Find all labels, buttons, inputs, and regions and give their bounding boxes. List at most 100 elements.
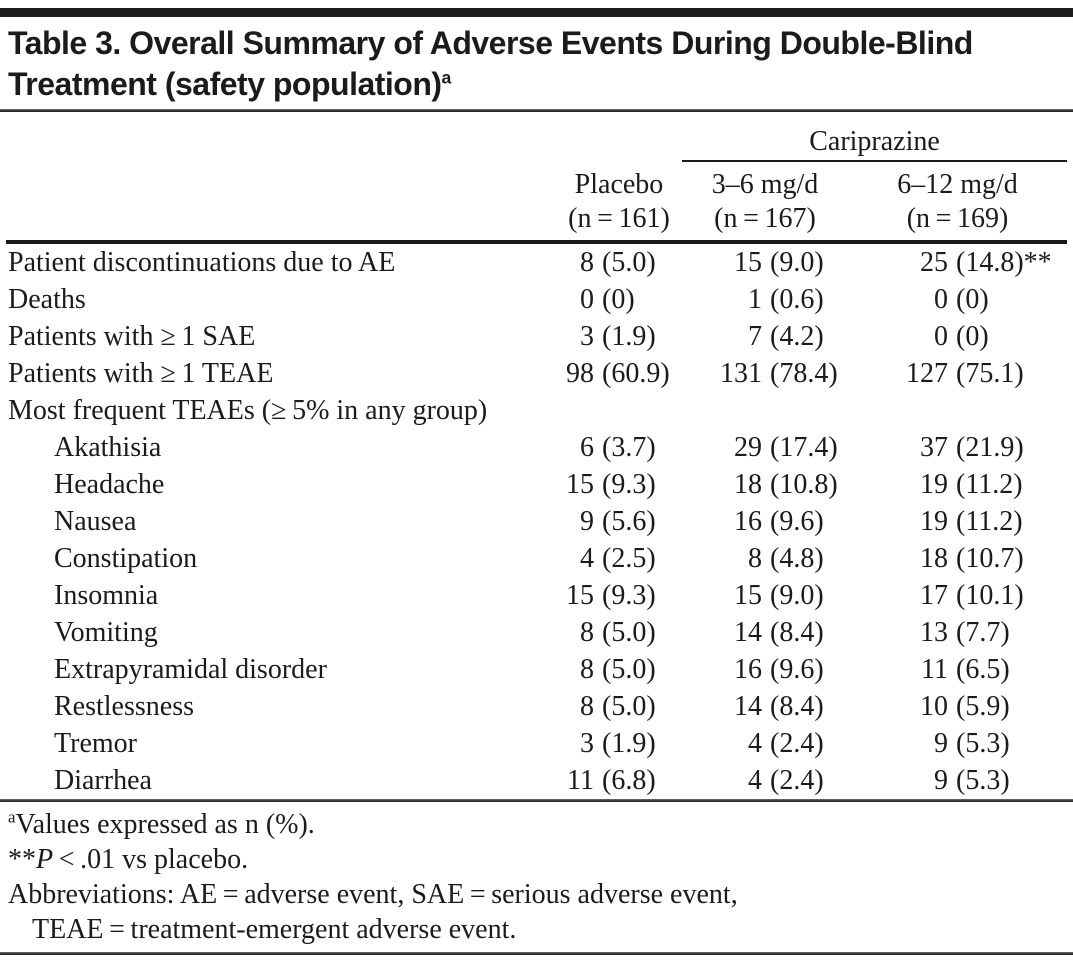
value-count: 4 [748,728,762,759]
value-count: 8 [580,617,594,648]
table-row: Patient discontinuations due to AE 8 (5.0)… [6,242,1067,281]
value-percent: (2.4) [770,765,824,796]
row-label: Patients with ≥ 1 TEAE [8,358,274,389]
value-percent: (2.4) [770,728,824,759]
table-row: Extrapyramidal disorder 8 (5.0) 16 (9.6) 11 (6… [6,651,1067,688]
value-count: 0 [934,321,948,352]
value-percent: (8.4) [770,617,824,648]
value-percent: (4.2) [770,321,824,352]
value-count: 8 [580,247,594,278]
table-row: Vomiting 8 (5.0) 14 (8.4) 13 (7.7) [6,614,1067,651]
value-percent: (10.8) [770,469,838,500]
value-percent: (2.5) [602,543,656,574]
value-count: 25 [920,247,948,278]
value-percent: (9.6) [770,506,824,537]
value-percent: (75.1) [956,358,1024,389]
row-label: Akathisia [54,432,162,463]
row-label: Headache [54,469,165,500]
table-row: Restlessness 8 (5.0) 14 (8.4) 10 (5.9) [6,688,1067,725]
value-percent: (0) [602,284,635,315]
row-label: Constipation [54,543,198,574]
row-label: Extrapyramidal disorder [54,654,327,685]
row-label: Patients with ≥ 1 SAE [8,321,256,352]
value-count: 1 [748,284,762,315]
value-percent: (5.3) [956,728,1010,759]
value-count: 11 [921,654,948,685]
value-percent: (5.0) [602,654,656,685]
column-header-cariprazine-3-6: 3–6 mg/d (n = 167) [682,161,848,244]
value-count: 6 [580,432,594,463]
value-percent: (5.0) [602,617,656,648]
value-count: 4 [580,543,594,574]
table-title-line2: Treatment (safety population)a [8,66,451,102]
section-row: Most frequent TEAEs (≥ 5% in any group) [6,392,1067,429]
table-row: Akathisia 6 (3.7) 29 (17.4) 37 (21.9) [6,429,1067,466]
value-count: 18 [920,543,948,574]
table-row: Patients with ≥ 1 SAE 3 (1.9) 7 (4.2) 0 (0) [6,318,1067,355]
column-header-row: Placebo (n = 161) 3–6 mg/d (n = 167) 6–1… [6,161,1068,244]
value-count: 29 [734,432,762,463]
row-label: Vomiting [54,617,158,648]
adverse-events-table: Cariprazine Placebo (n = 161) 3–6 mg/d (… [6,112,1068,799]
value-percent: (9.3) [602,469,656,500]
value-percent: (9.0) [770,580,824,611]
value-count: 16 [734,506,762,537]
row-label: Deaths [8,284,86,315]
footnotes: aValues expressed as n (%). **P < .01 vs… [8,807,1067,947]
footnote-pvalue: **P < .01 vs placebo. [8,844,249,875]
value-percent: (6.5) [956,654,1010,685]
value-percent: (5.9) [956,691,1010,722]
table-row: Nausea 9 (5.6) 16 (9.6) 19 (11.2) [6,503,1067,540]
table-row: Tremor 3 (1.9) 4 (2.4) 9 (5.3) [6,725,1067,762]
value-percent: (8.4) [770,691,824,722]
value-count: 8 [748,543,762,574]
row-label: Diarrhea [54,765,152,796]
p-symbol: P [36,844,54,875]
value-percent: (60.9) [602,358,670,389]
table-title-line1: Table 3. Overall Summary of Adverse Even… [8,25,973,61]
column-header-placebo: Placebo (n = 161) [556,161,682,244]
value-count: 9 [934,765,948,796]
table-bottom-rule [0,952,1073,955]
value-percent: (4.8) [770,543,824,574]
value-percent: (9.6) [770,654,824,685]
footnote-values: aValues expressed as n (%). [8,807,315,840]
value-percent: (17.4) [770,432,838,463]
row-label: Restlessness [54,691,194,722]
value-percent: (10.7) [956,543,1024,574]
value-percent: (78.4) [770,358,838,389]
table-header: Cariprazine Placebo (n = 161) 3–6 mg/d (… [6,112,1068,244]
table-row: Diarrhea 11 (6.8) 4 (2.4) 9 (5.3) [6,762,1067,799]
row-label: Most frequent TEAEs (≥ 5% in any group) [8,395,488,426]
value-count: 19 [920,506,948,537]
value-count: 15 [734,580,762,611]
group-header-cariprazine: Cariprazine [682,112,1068,162]
value-percent: (1.9) [602,728,656,759]
value-count: 98 [566,358,594,389]
value-count: 37 [920,432,948,463]
value-count: 16 [734,654,762,685]
value-count: 15 [566,469,594,500]
value-count: 7 [748,321,762,352]
row-label: Tremor [54,728,137,759]
value-percent: (9.0) [770,247,824,278]
value-count: 19 [920,469,948,500]
value-count: 8 [580,691,594,722]
value-percent: (9.3) [602,580,656,611]
value-percent: (14.8)** [956,247,1052,278]
value-count: 127 [906,358,948,389]
value-count: 0 [934,284,948,315]
footnote-abbreviations-line1: Abbreviations: AE = adverse event, SAE =… [8,879,738,910]
value-count: 15 [566,580,594,611]
value-count: 10 [920,691,948,722]
value-percent: (1.9) [602,321,656,352]
table-top-bar [0,8,1073,17]
value-percent: (11.2) [956,469,1023,500]
table-row: Patients with ≥ 1 TEAE 98 (60.9) 131 (78.4) 1… [6,355,1067,392]
row-label: Patient discontinuations due to AE [8,247,396,278]
value-count: 9 [934,728,948,759]
value-count: 13 [920,617,948,648]
value-percent: (0) [956,321,989,352]
row-label-header-spacer [6,161,556,244]
